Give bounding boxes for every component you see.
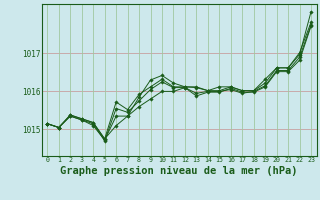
X-axis label: Graphe pression niveau de la mer (hPa): Graphe pression niveau de la mer (hPa)	[60, 166, 298, 176]
